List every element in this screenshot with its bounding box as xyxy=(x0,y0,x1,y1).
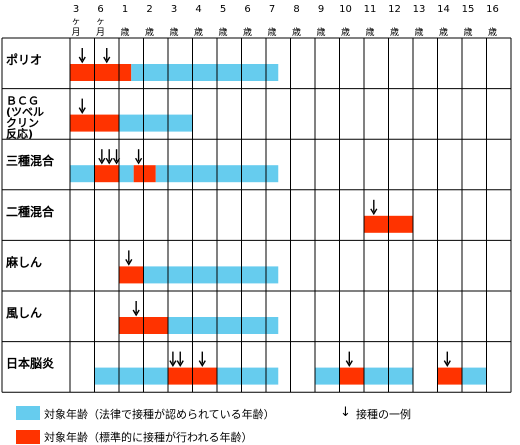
bar-segment-legal xyxy=(94,367,168,385)
row-label: クリン xyxy=(6,117,39,130)
age-header-label: 6 xyxy=(244,4,250,15)
row-label: 日本脳炎 xyxy=(6,356,54,371)
age-header-unit: 歳 xyxy=(292,26,301,38)
age-header-unit: 歳 xyxy=(488,26,497,38)
age-header-label: 1 xyxy=(122,4,128,15)
arrow-mark xyxy=(198,351,206,367)
age-header-label: 16 xyxy=(486,4,499,15)
legend-arrow-mark: ↓ xyxy=(340,405,351,420)
row-label: 麻しん xyxy=(5,254,42,269)
arrow-mark xyxy=(345,351,353,367)
arrow-mark xyxy=(370,199,378,216)
age-header-unit: 歳 xyxy=(316,26,325,38)
age-header-unit: 月 xyxy=(71,27,80,38)
arrow-mark xyxy=(132,301,140,317)
arrow-mark xyxy=(125,250,133,266)
table-grid xyxy=(1,37,512,393)
age-header-unit: 歳 xyxy=(365,26,374,38)
age-header-unit: 歳 xyxy=(267,26,276,38)
legend-swatch-legal xyxy=(16,406,40,420)
row-label: 風しん xyxy=(6,306,42,320)
age-header-unit: 歳 xyxy=(145,26,154,38)
age-header-unit: ヶ xyxy=(96,17,105,27)
bar-segment-standard xyxy=(133,165,156,183)
age-header-unit: 歳 xyxy=(463,26,472,38)
age-header-label: 6 xyxy=(97,4,103,15)
legend-swatch-standard xyxy=(16,430,40,444)
bar-segment-legal xyxy=(315,367,340,385)
bar-segment-legal xyxy=(143,266,279,284)
arrow-mark xyxy=(78,98,86,114)
age-header-label: 5 xyxy=(220,4,226,15)
row-label: 反応) xyxy=(6,127,33,141)
arrow-mark xyxy=(105,149,113,165)
age-header-label: 10 xyxy=(339,4,352,15)
age-header-unit: ヶ xyxy=(71,17,80,27)
arrow-mark xyxy=(169,351,177,367)
age-header-unit: 歳 xyxy=(414,26,423,38)
age-header-label: 4 xyxy=(195,4,201,15)
age-header-unit: 歳 xyxy=(120,26,129,38)
arrows-layer xyxy=(78,48,451,367)
age-header-unit: 歳 xyxy=(341,26,350,38)
arrow-mark xyxy=(98,149,106,165)
bar-segment-standard xyxy=(70,64,132,81)
age-header-unit: 歳 xyxy=(194,26,203,38)
age-header-label: 9 xyxy=(318,4,324,15)
bar-segment-legal xyxy=(70,165,95,183)
bar-segment-standard xyxy=(119,266,144,284)
age-header-label: 12 xyxy=(388,4,401,15)
row-label: ポリオ xyxy=(6,52,42,67)
row-label: 二種混合 xyxy=(6,204,55,219)
age-header-label: 14 xyxy=(437,4,450,15)
bar-segment-legal xyxy=(217,367,279,385)
legend-label-arrow: 接種の一例 xyxy=(356,408,411,421)
age-header-label: 3 xyxy=(171,4,177,15)
age-header-unit: 歳 xyxy=(390,26,399,38)
bar-segment-standard xyxy=(339,367,364,385)
age-header-unit: 歳 xyxy=(243,26,252,38)
arrow-mark xyxy=(134,149,143,165)
age-header-label: 13 xyxy=(413,4,426,15)
age-header-label: 7 xyxy=(269,4,275,15)
age-header-unit: 月 xyxy=(96,27,105,38)
arrow-mark xyxy=(103,48,111,64)
age-header-unit: 歳 xyxy=(169,26,178,38)
age-header-label: 3 xyxy=(73,4,79,15)
arrow-mark xyxy=(78,48,86,64)
bar-segment-standard xyxy=(94,165,119,183)
age-header-unit: 歳 xyxy=(439,26,448,38)
arrow-mark xyxy=(443,351,451,367)
age-header-label: 2 xyxy=(146,4,152,15)
age-header-label: 15 xyxy=(462,4,475,15)
age-header-label: 11 xyxy=(364,4,377,15)
bar-segment-legal xyxy=(131,64,279,81)
age-header-unit: 歳 xyxy=(218,26,227,38)
legend-label-legal: 対象年齢（法律で接種が認められている年齢） xyxy=(44,408,275,421)
bar-segment-legal xyxy=(119,165,134,183)
bar-segment-legal xyxy=(168,317,279,334)
bar-segment-legal xyxy=(119,114,193,132)
bars-layer xyxy=(70,64,487,385)
age-header-label: 8 xyxy=(293,4,299,15)
bar-segment-standard xyxy=(437,367,462,385)
age-header: 3ヶ月6ヶ月1歳2歳3歳4歳5歳6歳7歳8歳9歳10歳11歳12歳13歳14歳1… xyxy=(71,4,498,38)
arrow-mark xyxy=(176,351,184,367)
bar-segment-legal xyxy=(462,367,487,385)
legend-label-standard: 対象年齢（標準的に接種が行われる年齢） xyxy=(44,431,253,444)
row-label: 三種混合 xyxy=(6,153,55,168)
row-label: ＢＣＧ xyxy=(6,95,39,108)
row-label: (ツベル xyxy=(6,106,44,119)
